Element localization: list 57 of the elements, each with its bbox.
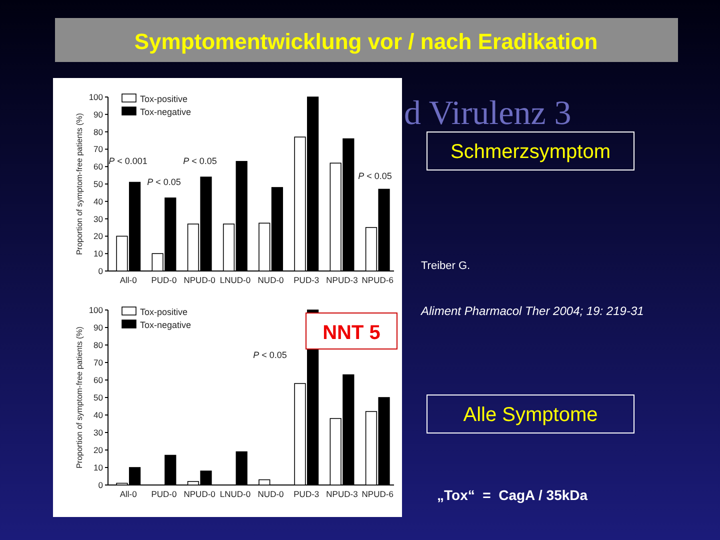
text: „Tox“ = CagA / 35kDa <box>437 487 588 503</box>
y-axis-title: Proportion of symptom-free patients (%) <box>75 326 84 468</box>
x-tick-label: NPUD-6 <box>362 489 394 499</box>
legend-label: Tox-negative <box>140 320 192 330</box>
x-tick-label: PUD-3 <box>294 275 320 285</box>
annotation: NNT 5 <box>322 322 380 344</box>
x-tick-label: LNUD-0 <box>220 275 251 285</box>
y-tick-label: 20 <box>94 445 104 455</box>
x-tick-label: LNUD-0 <box>220 489 251 499</box>
y-axis-title: Proportion of symptom-free patients (%) <box>75 112 84 255</box>
y-tick-label: 30 <box>94 214 104 224</box>
x-tick-label: NPUD-3 <box>326 275 358 285</box>
y-tick-label: 60 <box>94 375 104 385</box>
y-tick-label: 10 <box>94 462 104 472</box>
y-tick-label: 50 <box>94 179 104 189</box>
y-tick-label: 0 <box>98 266 104 276</box>
y-tick-label: 20 <box>94 231 104 242</box>
x-tick-label: All-0 <box>120 275 138 285</box>
y-tick-label: 40 <box>94 410 104 420</box>
annotation: P < 0.05 <box>358 171 392 181</box>
x-tick-label: NPUD-3 <box>326 489 358 499</box>
legend-label: Tox-positive <box>140 94 188 104</box>
x-tick-label: NUD-0 <box>258 275 284 285</box>
y-tick-label: 90 <box>94 322 104 332</box>
y-tick-label: 80 <box>94 126 104 137</box>
text: Treiber G. <box>421 260 470 272</box>
text: d Virulenz 3 <box>404 95 572 132</box>
annotation: P < 0.001 <box>108 156 148 166</box>
legend-label: Tox-positive <box>140 307 188 317</box>
y-tick-label: 100 <box>88 305 104 315</box>
y-tick-label: 80 <box>94 340 104 350</box>
y-tick-label: 40 <box>94 196 104 206</box>
y-tick-label: 100 <box>88 92 104 102</box>
annotation: P < 0.05 <box>147 177 181 187</box>
legend-label: Tox-negative <box>140 107 192 117</box>
x-tick-label: NPUD-0 <box>184 489 216 499</box>
x-tick-label: PUD-0 <box>151 489 178 499</box>
text: Symptomentwicklung vor / nach Eradikation <box>134 29 598 54</box>
x-tick-label: PUD-0 <box>151 275 178 285</box>
x-tick-label: NUD-0 <box>258 489 284 499</box>
y-tick-label: 0 <box>98 480 104 490</box>
y-tick-label: 70 <box>94 358 104 368</box>
annotation: P < 0.05 <box>183 156 217 166</box>
y-tick-label: 60 <box>94 162 104 172</box>
text: Alle Symptome <box>463 404 598 426</box>
x-tick-label: NPUD-6 <box>362 275 394 285</box>
y-tick-label: 50 <box>94 392 104 402</box>
annotation: P < 0.05 <box>253 350 287 360</box>
text: Schmerzsymptom <box>450 141 611 163</box>
x-tick-label: All-0 <box>120 489 138 499</box>
text: Aliment Pharmacol Ther 2004; 19: 219-31 <box>420 304 644 318</box>
y-tick-label: 90 <box>94 109 104 120</box>
x-tick-label: NPUD-0 <box>184 275 216 285</box>
y-tick-label: 30 <box>94 428 104 438</box>
y-tick-label: 10 <box>94 248 104 259</box>
y-tick-label: 70 <box>94 144 104 154</box>
x-tick-label: PUD-3 <box>294 489 320 499</box>
